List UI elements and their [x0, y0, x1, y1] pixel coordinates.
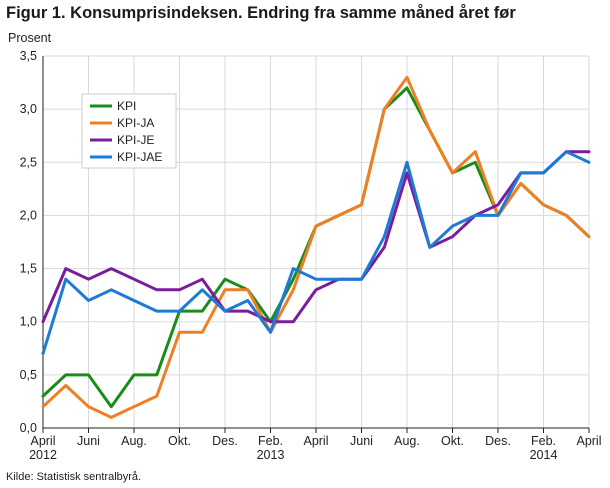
- y-tick-label: 1,5: [20, 262, 37, 276]
- y-axis-label: Prosent: [8, 31, 52, 45]
- x-tick-label: Okt.: [168, 434, 191, 448]
- x-tick-label: Des.: [485, 434, 511, 448]
- x-tick-label: April: [303, 434, 328, 448]
- y-tick-label: 2,5: [20, 155, 37, 169]
- x-tick-label: April: [576, 434, 601, 448]
- x-tick-label: Okt.: [441, 434, 464, 448]
- grid-lines: [43, 55, 590, 428]
- x-tick-year: 2012: [29, 448, 57, 462]
- legend-label-kpi-ja: KPI-JA: [117, 116, 154, 130]
- series-lines: [41, 75, 591, 419]
- axes: [42, 56, 590, 433]
- y-tick-label: 2,0: [20, 208, 37, 222]
- legend-label-kpi-jae: KPI-JAE: [117, 150, 162, 164]
- x-tick-label: Feb.: [258, 434, 283, 448]
- y-tick-label: 0,0: [20, 421, 37, 435]
- y-tick-label: 0,5: [20, 368, 37, 382]
- chart-title: Figur 1. Konsumprisindeksen. Endring fra…: [6, 4, 516, 22]
- legend-label-kpi-je: KPI-JE: [117, 133, 154, 147]
- source-note: Kilde: Statistisk sentralbyrå.: [6, 471, 142, 483]
- x-tick-label: Aug.: [394, 434, 420, 448]
- series-line-kpi-jae: [41, 150, 591, 356]
- x-tick-label: Des.: [212, 434, 238, 448]
- x-tick-label: Feb.: [531, 434, 556, 448]
- x-tick-label: April: [30, 434, 55, 448]
- y-tick-label: 1,0: [20, 315, 37, 329]
- x-tick-year: 2014: [530, 448, 558, 462]
- x-tick-label: Aug.: [121, 434, 147, 448]
- x-tick-year: 2013: [257, 448, 285, 462]
- x-tick-label: Juni: [77, 434, 100, 448]
- legend-label-kpi: KPI: [117, 99, 136, 113]
- legend: KPI KPI-JA KPI-JE KPI-JAE: [81, 93, 177, 169]
- y-tick-label: 3,5: [20, 49, 37, 63]
- x-tick-label: Juni: [350, 434, 373, 448]
- series-line-kpi-je: [41, 150, 591, 324]
- y-tick-label: 3,0: [20, 102, 37, 116]
